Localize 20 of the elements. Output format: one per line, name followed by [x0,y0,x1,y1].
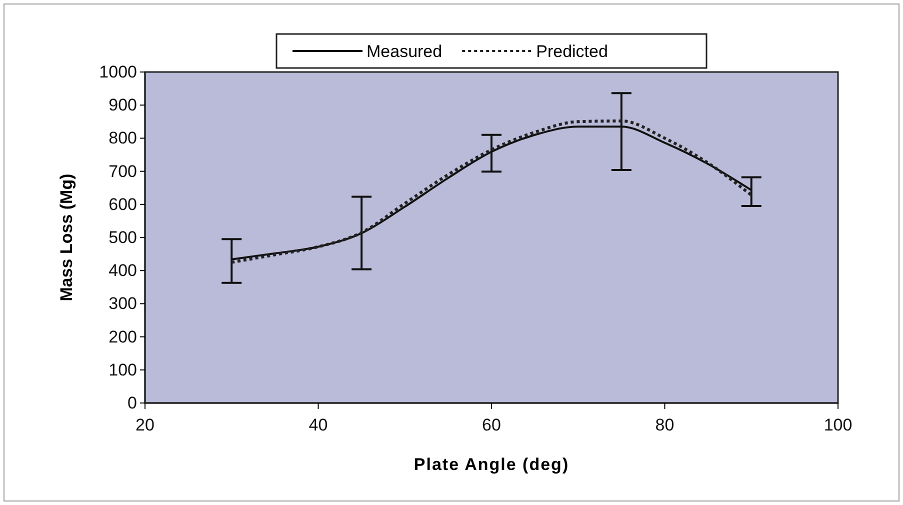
legend-label: Predicted [536,42,608,61]
x-tick-label: 80 [655,416,674,435]
legend-label: Measured [366,42,442,61]
y-axis-title: Mass Loss (Mg) [57,174,76,302]
y-tick-label: 400 [108,261,137,280]
x-axis-title: Plate Angle (deg) [414,455,570,474]
x-tick-label: 40 [308,416,328,435]
y-tick-label: 100 [108,360,137,380]
y-tick-label: 600 [108,194,137,214]
y-tick-label: 500 [108,228,137,247]
y-tick-label: 200 [108,327,137,346]
y-tick-label: 800 [108,128,137,148]
x-tick-label: 60 [482,416,501,435]
y-tick-label: 0 [128,393,137,412]
y-tick-label: 700 [108,162,137,181]
y-tick-label: 1000 [99,62,137,82]
x-tick-label: 20 [136,416,154,435]
x-tick-label: 100 [824,416,852,435]
y-tick-label: 900 [108,96,137,115]
y-tick-label: 300 [108,294,137,314]
